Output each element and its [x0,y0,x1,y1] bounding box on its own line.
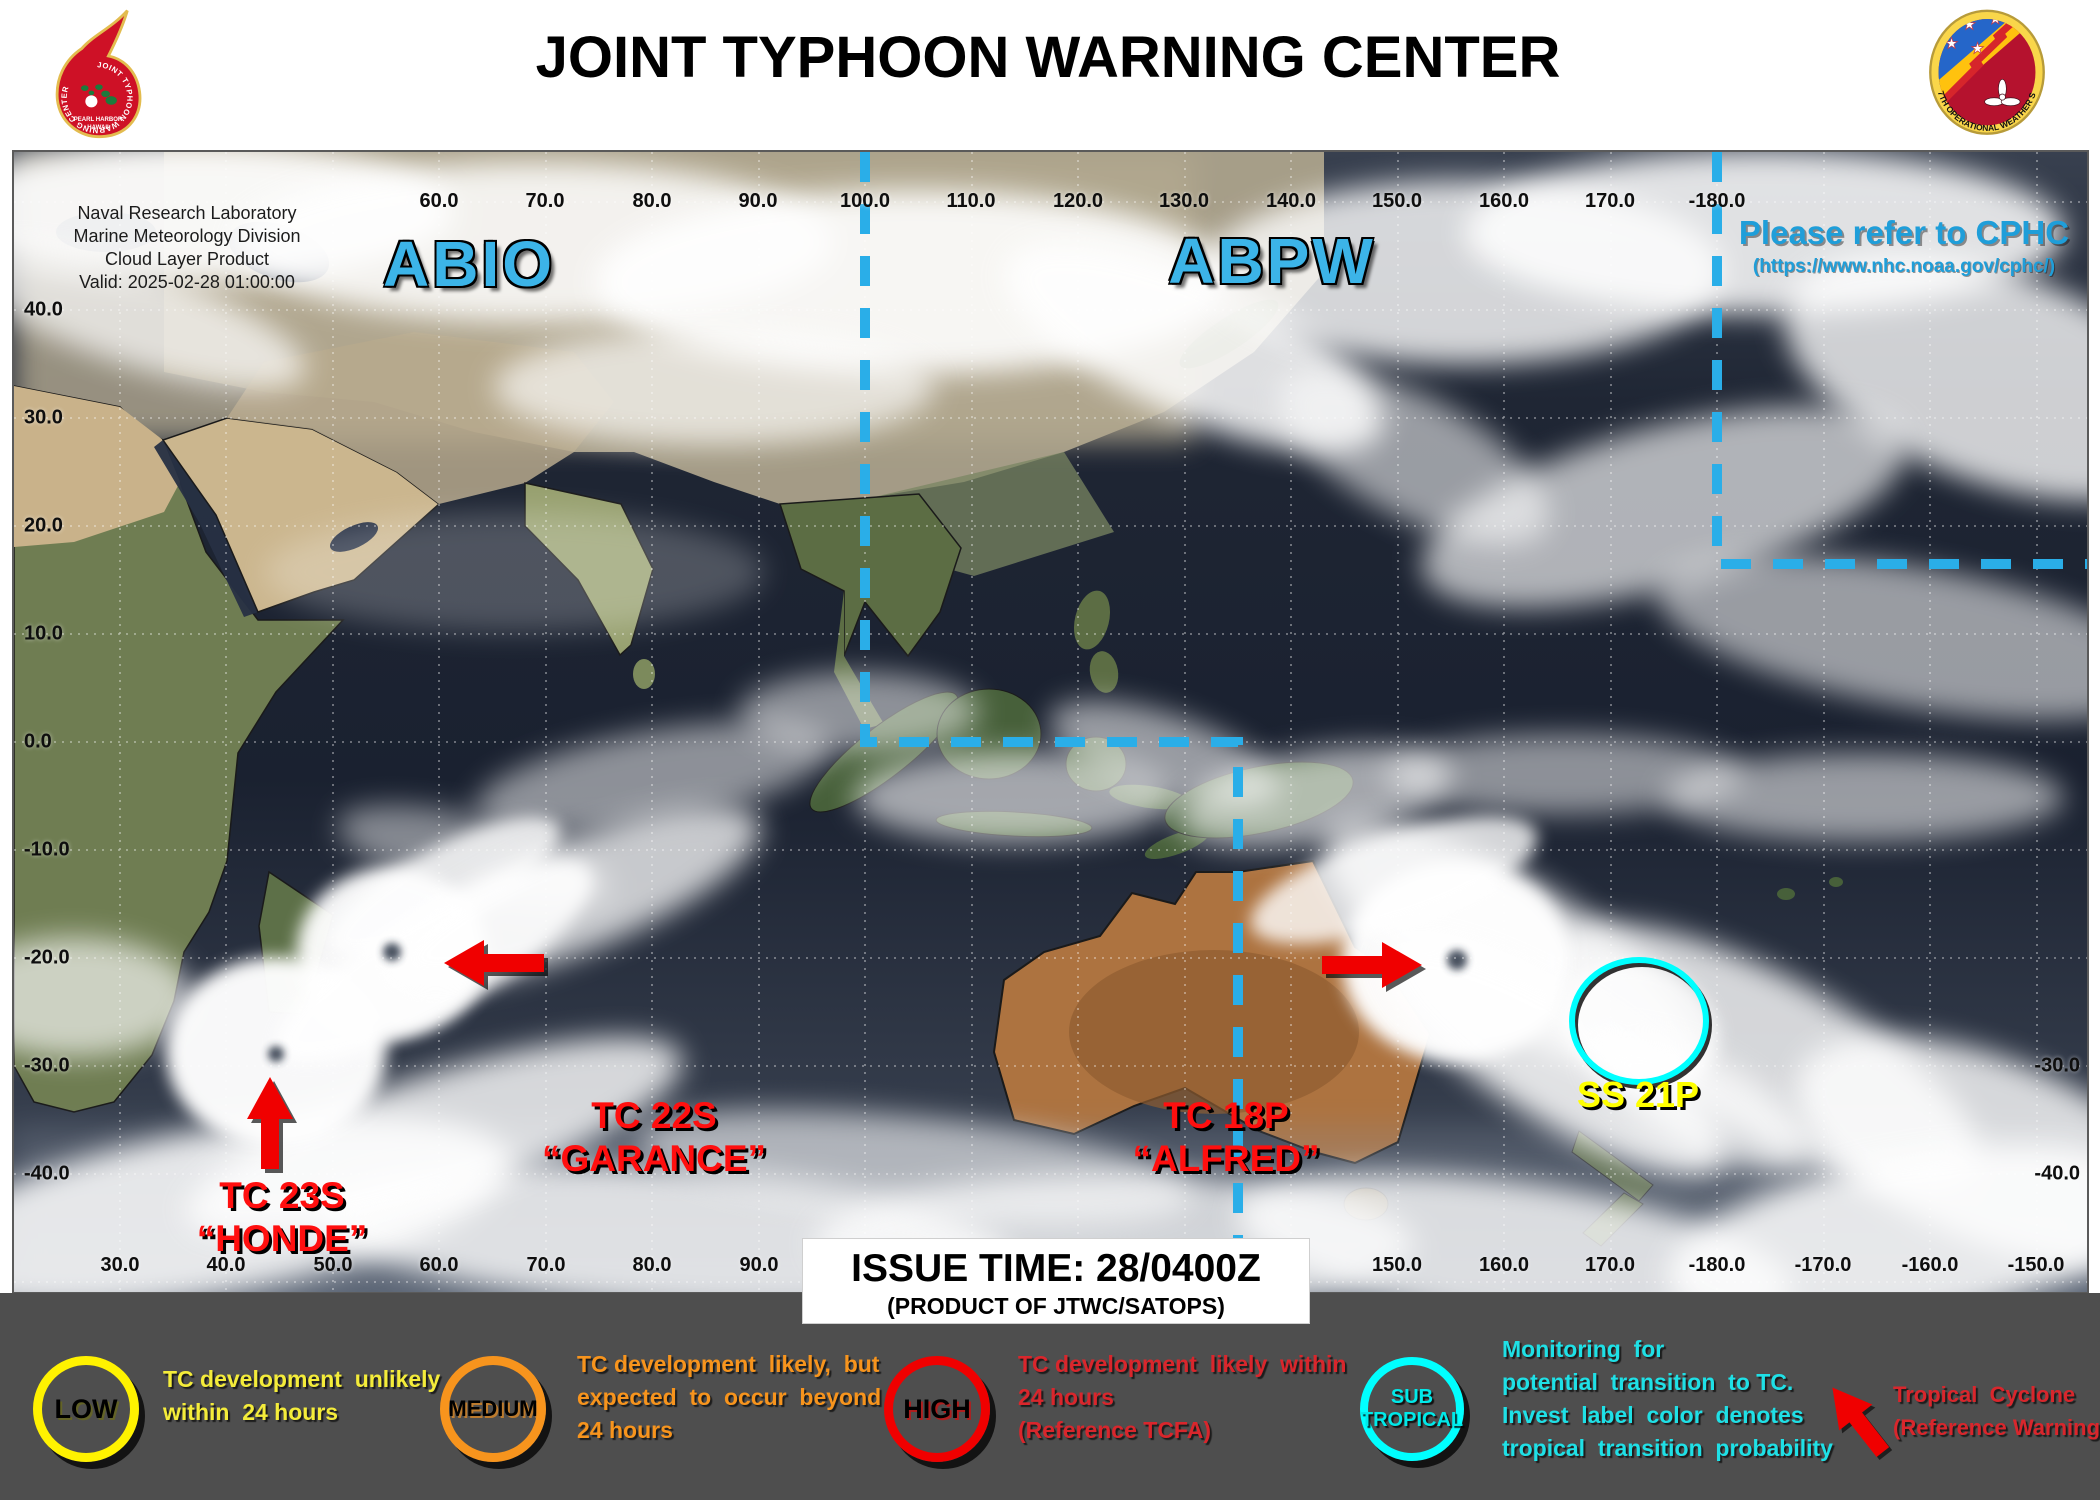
lat-label: -30.0 [2034,1054,2080,1077]
lon-label: 70.0 [526,1254,566,1276]
lon-label: -150.0 [2007,1254,2065,1276]
lon-label: 40.0 [206,1254,246,1276]
region-label-abio: ABIO [383,228,555,300]
lon-label: 170.0 [1584,190,1636,212]
svg-text:★: ★ [1988,11,2002,28]
storm-arrow-left-icon [444,940,544,986]
lon-label: 160.0 [1478,190,1530,212]
lon-label: 110.0 [946,190,996,212]
tc-symbol-desc: Tropical Cyclone (Reference Warning) [1893,1382,2100,1440]
lon-label: 160.0 [1478,1254,1530,1276]
lat-label: -30.0 [24,1054,70,1077]
storm-label-tc18p: TC 18P “ALFRED” [1132,1095,1320,1179]
lon-label: 150.0 [1371,1254,1423,1276]
lon-label: 60.0 [419,190,459,212]
lat-label: 40.0 [24,298,63,321]
lon-label: 90.0 [739,1254,779,1276]
invest-circle-ss21p [1569,957,1709,1085]
lon-label: 80.0 [632,190,672,212]
jtwc-seal-icon: JOINT TYPHOON WARNING CENTER PEARL HARBO… [55,9,142,139]
cyclone-eyes [268,943,1467,1062]
svg-text:★: ★ [1971,40,1985,57]
lon-label: 70.0 [525,190,565,212]
tc-symbol-arrow-icon [1832,1387,1890,1458]
storm-label-tc23s: TC 23S “HONDE” [196,1175,368,1259]
lon-label: 90.0 [738,190,778,212]
storm-label-tc22s: TC 22S “GARANCE” [541,1095,767,1179]
storm-arrow-up-icon [247,1077,293,1169]
lat-label: 20.0 [24,514,63,537]
lon-label: 80.0 [632,1254,672,1276]
svg-text:PEARL HARBOR: PEARL HARBOR [74,117,123,123]
ows-seal-icon: ★★ ★★ 17TH OPERATIONAL WEATHER SQ [1922,6,2045,135]
lon-label: 120.0 [1052,190,1104,212]
satellite-cloud-art [14,152,2087,1292]
lon-label: -180.0 [1688,190,1746,212]
storm-label-ss21p: SS 21P [1576,1074,1700,1115]
lon-label: 100.0 [839,190,891,212]
lon-label: -160.0 [1901,1254,1959,1276]
lat-label: 10.0 [24,622,63,645]
legend-medium-circle: MEDIUM [440,1356,546,1462]
legend-subtropical-circle: SUB TROPICAL [1360,1357,1464,1461]
lon-label: 60.0 [419,1254,459,1276]
legend-high-circle: HIGH [884,1356,990,1462]
lon-label: 150.0 [1371,190,1423,212]
lon-label: -180.0 [1688,1254,1746,1276]
lat-label: -20.0 [24,946,70,969]
lon-label: 170.0 [1584,1254,1636,1276]
legend-low-circle: LOW [33,1356,139,1462]
lat-label: 30.0 [24,406,63,429]
legend-low-desc: TC development unlikely within 24 hours [163,1366,441,1425]
issue-time-box: ISSUE TIME: 28/0400Z (PRODUCT OF JTWC/SA… [802,1238,1310,1324]
map-credit: Naval Research Laboratory Marine Meteoro… [73,203,301,292]
legend-high-desc: TC development likely within 24 hours (R… [1018,1351,1347,1443]
legend-bar: LOW TC development unlikely within 24 ho… [0,1293,2100,1500]
lon-label: 30.0 [100,1254,140,1276]
lon-label: 140.0 [1265,190,1317,212]
graticule-grid [14,152,2087,1292]
storm-arrow-right-icon [1322,942,1422,988]
lon-label: 130.0 [1158,190,1210,212]
svg-text:HAWAII: HAWAII [87,125,109,131]
satellite-map: Naval Research Laboratory Marine Meteoro… [12,150,2089,1324]
lat-label: 0.0 [24,730,52,753]
lon-label: -170.0 [1794,1254,1852,1276]
legend-subtropical-desc: Monitoring for potential transition to T… [1502,1336,1833,1461]
legend-medium-desc: TC development likely, but expected to o… [577,1351,882,1443]
page-title: JOINT TYPHOON WARNING CENTER [535,25,1561,90]
lat-label: -40.0 [2034,1162,2080,1185]
lon-label: 50.0 [313,1254,353,1276]
region-label-abpw: ABPW [1168,225,1376,297]
cphc-note: Please refer to CPHC (https://www.nhc.no… [1738,214,2070,277]
lat-label: -10.0 [24,838,70,861]
lat-label: -40.0 [24,1162,70,1185]
